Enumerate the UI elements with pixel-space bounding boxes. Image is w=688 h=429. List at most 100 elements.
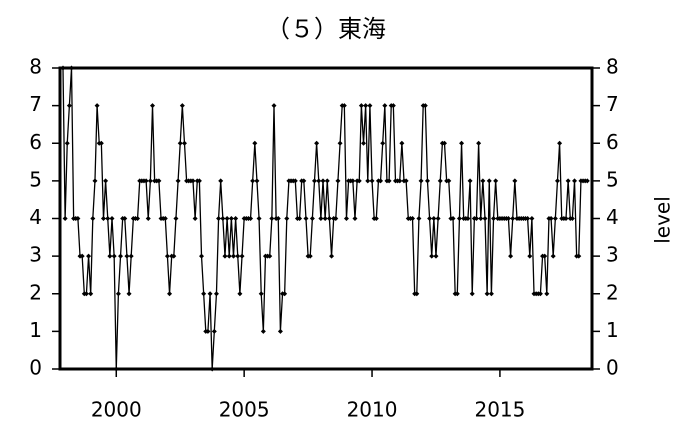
point-marker (292, 178, 298, 184)
point-marker (235, 253, 241, 259)
point-marker (478, 216, 484, 221)
y2-tick-label: 8 (606, 55, 619, 79)
point-marker (329, 253, 335, 259)
y2-tick-label: 3 (606, 243, 619, 267)
point-marker (62, 216, 68, 221)
point-marker (418, 178, 424, 184)
point-marker (352, 216, 358, 221)
point-marker (126, 291, 132, 297)
point-marker (324, 178, 330, 184)
point-marker (297, 216, 303, 221)
y-tick-label: 1 (29, 318, 42, 342)
point-marker (213, 291, 219, 297)
point-marker (318, 216, 324, 221)
point-marker (390, 103, 396, 109)
y2-axis-label: level (651, 196, 675, 244)
point-marker (358, 103, 364, 109)
point-marker (237, 291, 243, 297)
point-marker (177, 140, 183, 146)
point-marker (465, 216, 471, 221)
point-marker (98, 140, 104, 146)
point-marker (552, 216, 558, 221)
x-tick-label: 2010 (347, 398, 398, 422)
point-marker (222, 253, 228, 259)
point-marker (311, 178, 317, 184)
point-marker (341, 103, 347, 109)
point-marker (403, 178, 409, 184)
y2-tick-label: 4 (606, 205, 619, 229)
point-marker (250, 178, 256, 184)
point-marker (510, 216, 516, 221)
point-marker (252, 140, 258, 146)
point-marker (397, 178, 403, 184)
point-marker (239, 253, 245, 259)
point-marker (105, 216, 111, 221)
point-marker (216, 216, 222, 221)
point-marker (150, 103, 156, 109)
point-marker (350, 178, 356, 184)
point-marker (422, 103, 428, 109)
point-marker (147, 178, 153, 184)
point-marker (192, 216, 198, 221)
point-marker (109, 216, 115, 221)
point-marker (382, 103, 388, 109)
point-marker (322, 216, 328, 221)
point-marker (572, 178, 578, 184)
chart-title: （５）東海 (266, 15, 386, 43)
point-marker (220, 216, 226, 221)
point-marker (441, 140, 447, 146)
point-marker (118, 253, 124, 259)
point-marker (337, 140, 343, 146)
point-marker (527, 253, 533, 259)
point-marker (326, 216, 332, 221)
point-marker (435, 216, 441, 221)
point-marker (335, 178, 341, 184)
point-marker (103, 178, 109, 184)
point-marker (433, 253, 439, 259)
point-marker (416, 216, 422, 221)
point-marker (275, 216, 281, 221)
point-marker (316, 178, 322, 184)
point-marker (508, 253, 514, 259)
point-marker (554, 178, 560, 184)
point-marker (565, 178, 571, 184)
point-marker (254, 178, 260, 184)
point-marker (369, 178, 375, 184)
point-marker (196, 178, 202, 184)
point-marker (135, 216, 141, 221)
y-tick-label: 4 (29, 205, 42, 229)
point-marker (156, 178, 162, 184)
point-marker (269, 216, 275, 221)
point-marker (205, 328, 211, 334)
point-marker (378, 178, 384, 184)
point-marker (175, 178, 181, 184)
point-marker (301, 178, 307, 184)
point-marker (303, 216, 309, 221)
y2-tick-label: 5 (606, 167, 619, 191)
point-marker (211, 328, 217, 334)
point-marker (512, 178, 518, 184)
point-marker (100, 216, 106, 221)
y-tick-label: 5 (29, 167, 42, 191)
point-marker (309, 216, 315, 221)
point-marker (258, 291, 264, 297)
point-marker (233, 216, 239, 221)
point-marker (454, 291, 460, 297)
point-marker (167, 291, 173, 297)
y-tick-label: 2 (29, 280, 42, 304)
point-marker (181, 140, 187, 146)
point-marker (230, 253, 236, 259)
y-tick-label: 7 (29, 92, 42, 116)
point-marker (529, 216, 535, 221)
point-marker (525, 216, 531, 221)
point-marker (361, 140, 367, 146)
point-marker (450, 216, 456, 221)
point-marker (343, 216, 349, 221)
point-marker (484, 291, 490, 297)
point-marker (124, 253, 130, 259)
point-marker (79, 253, 85, 259)
y-tick-label: 8 (29, 55, 42, 79)
point-marker (569, 216, 575, 221)
point-marker (467, 178, 473, 184)
